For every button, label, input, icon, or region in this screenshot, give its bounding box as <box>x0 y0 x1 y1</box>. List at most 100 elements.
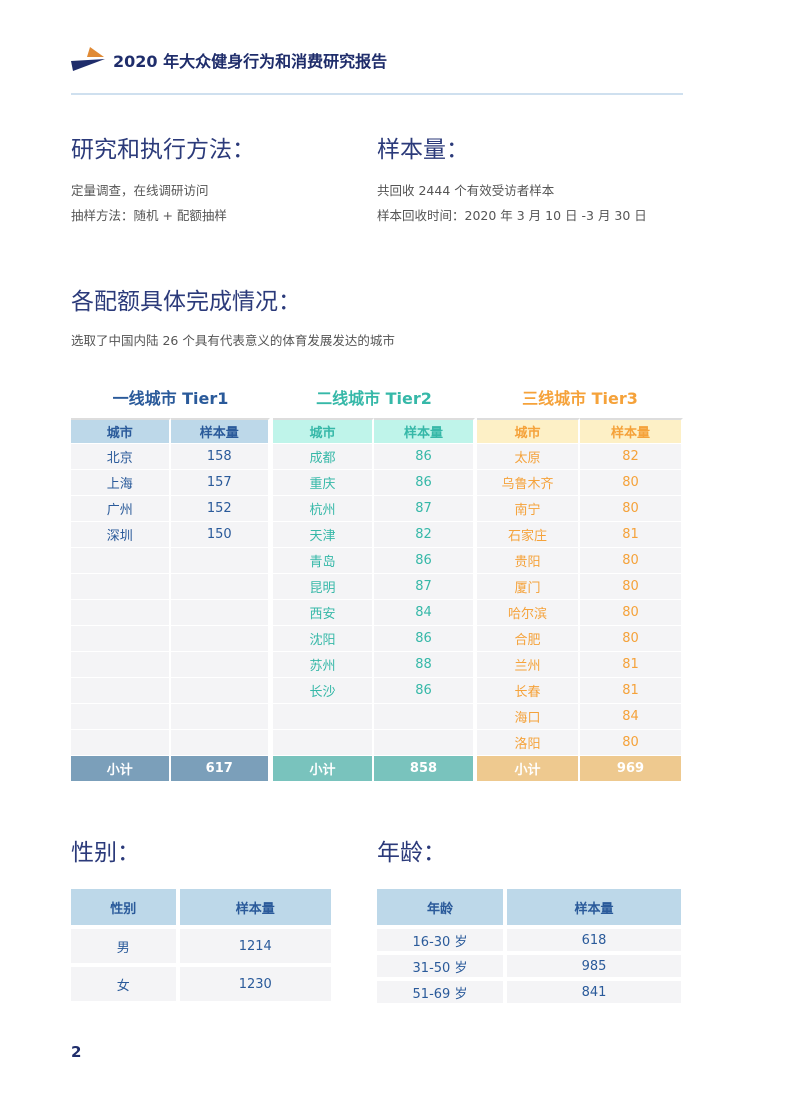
city-cell: 成都 <box>273 444 374 470</box>
table-row: 乌鲁木齐 80 <box>477 470 683 496</box>
tier-title: 三线城市 Tier3 <box>522 389 638 408</box>
subtotal-label: 小计 <box>477 756 580 782</box>
logo-icon <box>71 47 105 71</box>
col-header: 性别 <box>71 889 180 925</box>
tier-title: 一线城市 Tier1 <box>112 389 229 408</box>
city-cell <box>71 626 171 652</box>
table-row: 西安 84 <box>273 600 475 626</box>
count-cell: 152 <box>170 496 270 522</box>
age-table: 年龄 样本量 16-30 岁 618 31-50 岁 985 51-69 岁 841 <box>377 885 685 1007</box>
city-cell <box>71 730 171 756</box>
age-cell: 51-69 岁 <box>377 981 507 1003</box>
subtotal-row: 小计 617 <box>71 756 270 782</box>
count-cell: 150 <box>170 522 270 548</box>
count-cell: 87 <box>374 496 475 522</box>
city-cell: 杭州 <box>273 496 374 522</box>
count-cell: 81 <box>580 522 683 548</box>
tier-table: 城市 样本量 成都 86 重庆 86 杭州 87 天津 82 青岛 86 昆明 87 西安 84 沈阳 86 苏州 8… <box>273 418 475 782</box>
quota-heading: 各配额具体完成情况： <box>71 289 301 315</box>
city-cell: 洛阳 <box>477 730 580 756</box>
sample-heading: 样本量： <box>377 137 469 163</box>
city-cell: 西安 <box>273 600 374 626</box>
table-row: 合肥 80 <box>477 626 683 652</box>
count-cell: 80 <box>580 730 683 756</box>
city-cell: 重庆 <box>273 470 374 496</box>
table-row: 兰州 81 <box>477 652 683 678</box>
gender-cell: 女 <box>71 967 180 1001</box>
col-header: 样本量 <box>179 889 335 925</box>
city-cell: 贵阳 <box>477 548 580 574</box>
count-cell <box>170 678 270 704</box>
table-row <box>71 704 270 730</box>
age-cell: 31-50 岁 <box>377 955 507 977</box>
gender-cell: 男 <box>71 929 180 963</box>
col-header: 样本量 <box>170 418 270 444</box>
city-cell: 上海 <box>71 470 171 496</box>
tier-title: 二线城市 Tier2 <box>316 389 432 408</box>
count-cell <box>170 626 270 652</box>
table-row: 51-69 岁 841 <box>377 981 685 1003</box>
sample-line: 样本回收时间：2020 年 3 月 10 日 -3 月 30 日 <box>377 208 647 223</box>
count-cell: 80 <box>580 548 683 574</box>
city-cell: 哈尔滨 <box>477 600 580 626</box>
table-row: 成都 86 <box>273 444 475 470</box>
city-cell: 兰州 <box>477 652 580 678</box>
count-cell: 80 <box>580 600 683 626</box>
count-cell: 985 <box>507 955 685 977</box>
count-cell <box>170 704 270 730</box>
table-row: 北京 158 <box>71 444 270 470</box>
table-row: 南宁 80 <box>477 496 683 522</box>
sample-text: 共回收 2444 个有效受访者样本 样本回收时间：2020 年 3 月 10 日… <box>377 178 647 228</box>
city-cell: 天津 <box>273 522 374 548</box>
table-row: 苏州 88 <box>273 652 475 678</box>
count-cell: 82 <box>580 444 683 470</box>
table-row: 深圳 150 <box>71 522 270 548</box>
city-cell <box>71 678 171 704</box>
table-row: 石家庄 81 <box>477 522 683 548</box>
table-row <box>71 626 270 652</box>
count-cell <box>374 730 475 756</box>
report-title: 2020 年大众健身行为和消费研究报告 <box>113 52 388 71</box>
table-row: 青岛 86 <box>273 548 475 574</box>
count-cell: 84 <box>580 704 683 730</box>
subtotal-row: 小计 858 <box>273 756 475 782</box>
city-cell: 南宁 <box>477 496 580 522</box>
table-row: 厦门 80 <box>477 574 683 600</box>
age-heading: 年龄： <box>377 840 446 866</box>
count-cell: 86 <box>374 444 475 470</box>
city-cell: 深圳 <box>71 522 171 548</box>
city-cell <box>71 704 171 730</box>
col-header: 城市 <box>477 418 580 444</box>
count-cell: 80 <box>580 470 683 496</box>
table-row: 长沙 86 <box>273 678 475 704</box>
table-row: 洛阳 80 <box>477 730 683 756</box>
table-row: 广州 152 <box>71 496 270 522</box>
col-header: 城市 <box>71 418 171 444</box>
count-cell: 841 <box>507 981 685 1003</box>
city-cell: 太原 <box>477 444 580 470</box>
city-cell: 海口 <box>477 704 580 730</box>
table-row: 31-50 岁 985 <box>377 955 685 977</box>
count-cell: 88 <box>374 652 475 678</box>
table-row: 男 1214 <box>71 929 335 963</box>
table-row <box>71 600 270 626</box>
table-row <box>71 678 270 704</box>
table-row: 贵阳 80 <box>477 548 683 574</box>
count-cell: 84 <box>374 600 475 626</box>
city-cell <box>273 730 374 756</box>
col-header: 样本量 <box>374 418 475 444</box>
count-cell: 82 <box>374 522 475 548</box>
table-row: 重庆 86 <box>273 470 475 496</box>
count-cell: 1214 <box>179 929 335 963</box>
city-cell <box>71 574 171 600</box>
col-header: 样本量 <box>507 889 685 925</box>
subtotal-label: 小计 <box>71 756 171 782</box>
count-cell: 618 <box>507 929 685 951</box>
tier-table: 城市 样本量 太原 82 乌鲁木齐 80 南宁 80 石家庄 81 贵阳 80 厦门 80 哈尔滨 80 合肥 8… <box>477 418 683 782</box>
sample-line: 共回收 2444 个有效受访者样本 <box>377 183 555 198</box>
subtotal-value: 969 <box>580 756 683 782</box>
table-row <box>273 730 475 756</box>
count-cell: 81 <box>580 678 683 704</box>
city-cell: 乌鲁木齐 <box>477 470 580 496</box>
count-cell: 86 <box>374 470 475 496</box>
